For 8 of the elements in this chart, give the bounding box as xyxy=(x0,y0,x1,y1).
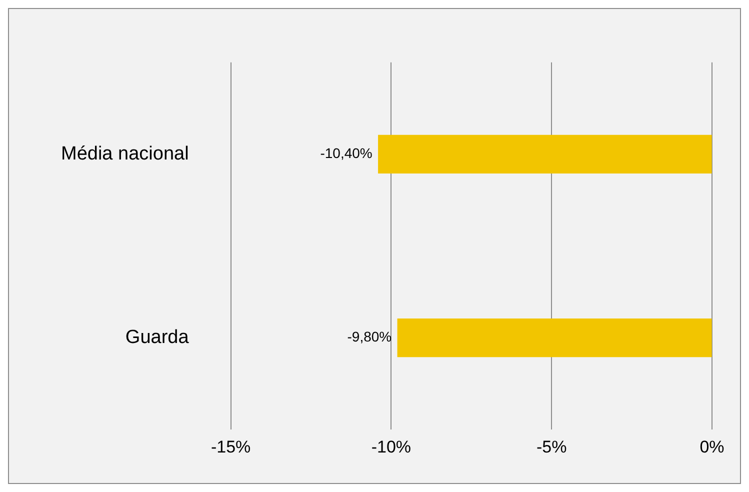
x-tick-label: -15% xyxy=(210,437,251,456)
x-tick-label: 0% xyxy=(700,437,724,456)
data-label: -10,40% xyxy=(320,145,372,162)
data-label: -9,80% xyxy=(347,328,392,345)
x-tick-label: -5% xyxy=(536,437,567,456)
y-tick-label: Média nacional xyxy=(60,143,189,164)
y-tick-label: Guarda xyxy=(125,327,190,348)
x-tick-label: -10% xyxy=(371,437,412,456)
